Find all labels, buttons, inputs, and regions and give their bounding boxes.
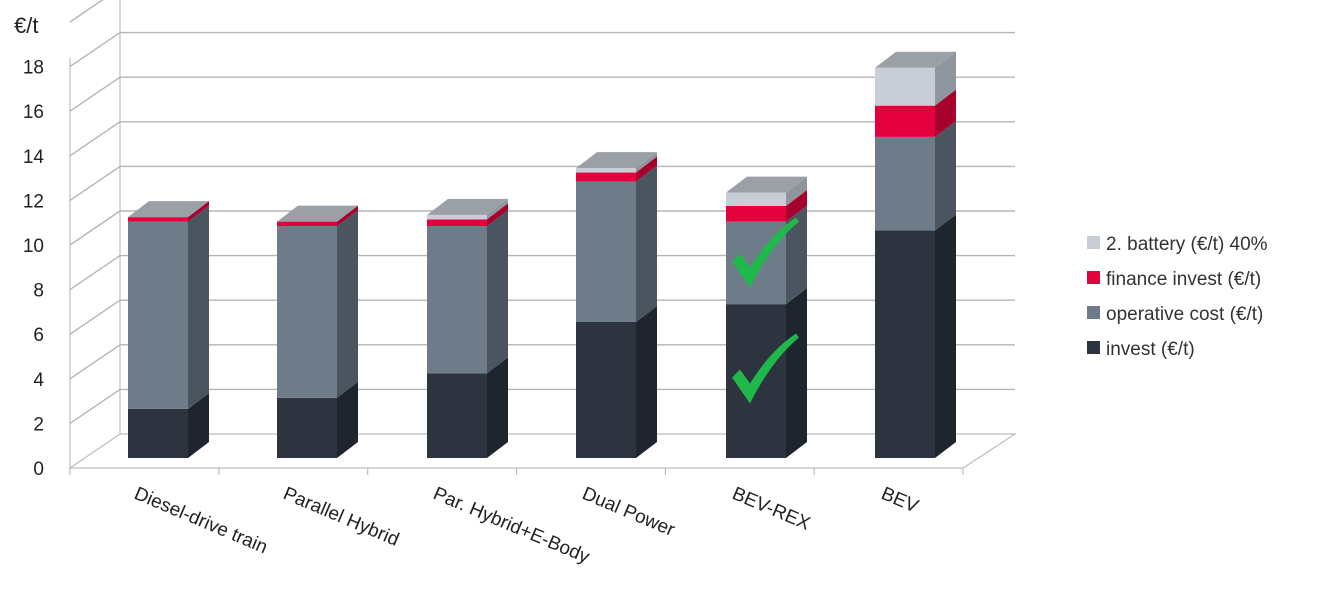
- category-label: BEV-REX: [729, 483, 813, 535]
- bar-segment-front: [277, 397, 337, 458]
- bar-stack: [427, 198, 508, 458]
- bar-segment-side: [935, 51, 956, 106]
- y-tick-label: 8: [33, 281, 44, 302]
- bar-segment-side: [786, 190, 807, 222]
- bar-segment-side: [786, 205, 807, 305]
- bar-segment-front: [427, 219, 487, 227]
- category-labels: Diesel-drive train Parallel Hybrid Par. Hy…: [131, 483, 922, 568]
- bar-segment-front: [726, 192, 786, 207]
- legend-swatch: [1087, 236, 1100, 249]
- chart-walls: [68, 0, 1018, 469]
- bar-segment-side: [636, 305, 657, 458]
- gridline: [69, 388, 1015, 424]
- checkmark-icon: [732, 333, 799, 404]
- bar-stack: [576, 152, 657, 458]
- bar-stack: [277, 205, 358, 458]
- bar-top: [277, 205, 358, 222]
- bar-segment-front: [875, 230, 935, 458]
- y-tick-label: 10: [23, 236, 44, 257]
- bar-segment-front: [576, 172, 636, 182]
- bar-segment-front: [875, 105, 935, 137]
- bar-segment-front: [128, 408, 188, 458]
- y-tick-label: 18: [23, 58, 44, 79]
- y-tick-label: 6: [33, 325, 44, 346]
- bar-segment-side: [636, 152, 657, 173]
- bar-segment-side: [487, 203, 508, 227]
- checkmark-icon: [732, 217, 799, 288]
- category-label: Par. Hybrid+E-Body: [430, 483, 593, 568]
- bar-segment-side: [636, 156, 657, 182]
- y-tick-label: 2: [33, 414, 44, 435]
- legend-swatch: [1087, 306, 1100, 319]
- floor-outline: [68, 433, 1018, 469]
- bar-segment-front: [128, 221, 188, 409]
- category-label: BEV: [878, 483, 922, 517]
- y-axis-label: €/t: [14, 13, 38, 38]
- gridline: [69, 165, 1015, 201]
- gridline: [69, 344, 1015, 380]
- bar-segment-side: [487, 210, 508, 374]
- legend: 2. battery (€/t) 40% finance invest (€/t)…: [1087, 234, 1268, 360]
- gridline: [69, 299, 1015, 335]
- bar-top: [427, 198, 508, 215]
- gridline: [69, 121, 1015, 157]
- category-label: Diesel-drive train: [131, 483, 270, 558]
- bar-segment-front: [875, 136, 935, 231]
- bar-top: [726, 176, 807, 193]
- bar-segment-front: [277, 226, 337, 398]
- gridline: [69, 31, 1015, 68]
- legend-label: operative cost (€/t): [1106, 304, 1263, 325]
- legend-swatch: [1087, 341, 1100, 354]
- bar-top: [875, 51, 956, 68]
- bar-stack: [128, 201, 209, 458]
- bar-segment-front: [128, 217, 188, 222]
- bar-segment-front: [427, 373, 487, 458]
- category-label: Dual Power: [579, 483, 678, 541]
- bar-segment-front: [427, 214, 487, 220]
- bar-segment-side: [935, 214, 956, 458]
- legend-swatch: [1087, 271, 1100, 284]
- bar-segment-side: [786, 176, 807, 207]
- gridline: [69, 254, 1015, 291]
- bar-segment-side: [337, 205, 358, 227]
- category-label: Parallel Hybrid: [280, 483, 402, 551]
- bar-segment-front: [726, 206, 786, 222]
- bar-segment-side: [636, 165, 657, 322]
- y-axis-ticks: 0 2 4 6 8 10 12 14 16 18: [23, 58, 964, 480]
- bar-segment-side: [188, 205, 209, 409]
- y-tick-label: 4: [33, 370, 44, 391]
- bar-segment-front: [277, 221, 337, 227]
- bar-segment-side: [786, 288, 807, 458]
- bar-segment-front: [427, 226, 487, 374]
- legend-label: invest (€/t): [1106, 339, 1195, 360]
- bar-top: [576, 152, 657, 169]
- bar-segment-side: [935, 120, 956, 231]
- bar-top: [128, 201, 209, 218]
- gridline: [69, 0, 104, 23]
- gridline: [69, 210, 1015, 246]
- bar-segment-side: [188, 201, 209, 222]
- y-tick-label: 14: [23, 147, 45, 168]
- bar-segment-side: [935, 89, 956, 137]
- bar-stack: [875, 51, 956, 458]
- bar-segment-front: [875, 67, 935, 106]
- bar-segment-side: [487, 198, 508, 220]
- legend-label: 2. battery (€/t) 40%: [1106, 234, 1268, 255]
- bar-segment-front: [576, 168, 636, 173]
- y-tick-label: 12: [23, 191, 44, 212]
- bar-segment-side: [337, 210, 358, 398]
- bar-segment-side: [337, 381, 358, 458]
- y-tick-label: 16: [23, 102, 44, 123]
- legend-label: finance invest (€/t): [1106, 269, 1261, 290]
- bar-segment-side: [188, 392, 209, 458]
- annotations: [732, 217, 799, 404]
- bars: [128, 51, 956, 458]
- gridline: [69, 76, 1015, 112]
- y-tick-label: 0: [33, 459, 44, 480]
- bar-segment-front: [576, 181, 636, 322]
- bar-segment-side: [487, 357, 508, 458]
- bar-segment-front: [576, 321, 636, 458]
- gridlines: [69, 0, 1015, 424]
